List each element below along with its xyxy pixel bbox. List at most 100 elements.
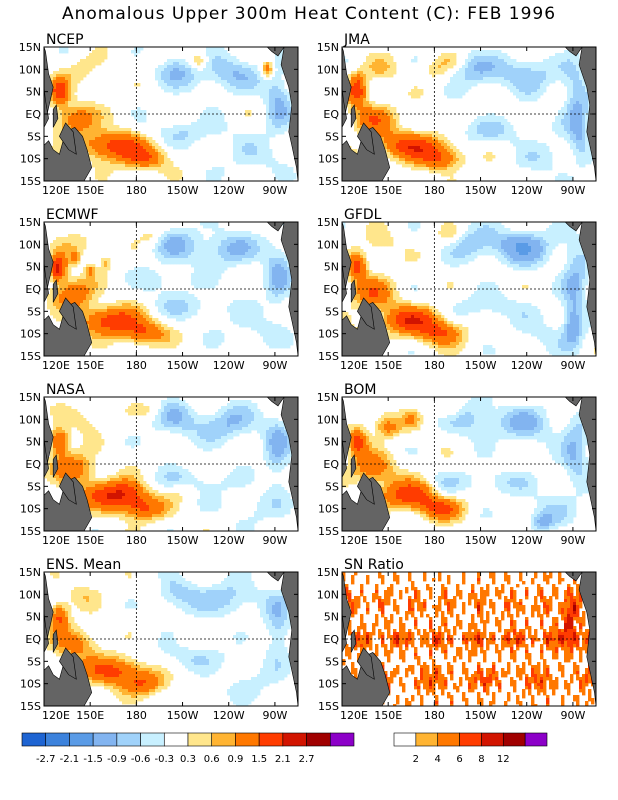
field-shading [342, 222, 597, 357]
lat-tick-label: 5S [325, 655, 339, 668]
land-mass [565, 572, 582, 581]
lat-tick-label: 5S [27, 305, 41, 318]
colorbar-swatch [117, 733, 141, 746]
lon-tick-label: 180 [126, 709, 147, 722]
lat-tick-label: 10N [19, 413, 41, 426]
panel-title: GFDL [344, 207, 382, 223]
colorbar-label: -0.9 [107, 754, 127, 765]
lon-tick-label: 120E [340, 359, 368, 372]
colorbar-label: 12 [497, 754, 510, 765]
lon-tick-label: 150W [167, 534, 199, 547]
lat-tick-label: 15S [20, 525, 41, 538]
colorbar-label: 6 [456, 754, 462, 765]
colorbar-label: 2 [413, 754, 419, 765]
lat-tick-label: EQ [25, 633, 41, 646]
lon-tick-label: 90W [560, 709, 585, 722]
lat-tick-label: 5S [325, 130, 339, 143]
lon-tick-label: 90W [262, 359, 287, 372]
lon-tick-label: 90W [262, 534, 287, 547]
colorbar-swatch [164, 733, 188, 746]
land-mass [267, 572, 284, 581]
colorbar-label: -1.5 [83, 754, 103, 765]
lat-tick-label: 15S [318, 175, 339, 188]
lat-tick-label: EQ [323, 283, 339, 296]
lat-tick-label: 5S [27, 130, 41, 143]
colorbar-swatch [259, 733, 283, 746]
colorbar-swatch [416, 733, 438, 746]
colorbar-swatch [141, 733, 165, 746]
lat-tick-label: 15N [317, 216, 339, 229]
lon-tick-label: 150W [465, 709, 497, 722]
land-mass [565, 397, 582, 406]
lon-tick-label: 120W [213, 709, 245, 722]
colorbar-swatch [503, 733, 525, 746]
lat-tick-label: 10S [20, 328, 41, 341]
lon-tick-label: 120E [42, 709, 70, 722]
colorbar-label: 2.7 [299, 754, 315, 765]
lat-tick-label: 5N [324, 611, 339, 624]
lon-tick-label: 150W [465, 184, 497, 197]
lon-tick-label: 180 [126, 359, 147, 372]
colorbar-swatch [330, 733, 354, 746]
lon-tick-label: 120E [42, 359, 70, 372]
field-shading [44, 47, 299, 182]
colorbar-label: -0.3 [155, 754, 175, 765]
lat-tick-label: 15N [317, 391, 339, 404]
lon-tick-label: 90W [560, 534, 585, 547]
field-shading [44, 397, 298, 532]
lat-tick-label: EQ [25, 283, 41, 296]
lat-tick-label: 5N [324, 86, 339, 99]
lat-tick-label: 10S [20, 678, 41, 691]
land-mass [267, 397, 284, 406]
lat-tick-label: 15N [317, 41, 339, 54]
colorbar-swatch [93, 733, 117, 746]
lat-tick-label: 15N [19, 41, 41, 54]
lat-tick-label: 5N [26, 86, 41, 99]
lat-tick-label: 5N [26, 611, 41, 624]
lat-tick-label: 15S [20, 350, 41, 363]
lat-tick-label: EQ [25, 108, 41, 121]
colorbar-swatch [69, 733, 93, 746]
lat-tick-label: 5N [26, 261, 41, 274]
field-shading [44, 572, 298, 707]
colorbar-swatch [525, 733, 547, 746]
colorbar-label: 1.5 [251, 754, 267, 765]
colorbar-label: -2.1 [60, 754, 80, 765]
lon-tick-label: 180 [126, 184, 147, 197]
lat-tick-label: 5S [325, 305, 339, 318]
lat-tick-label: 10N [317, 238, 339, 251]
lon-tick-label: 180 [424, 534, 445, 547]
lat-tick-label: 15S [318, 700, 339, 713]
lat-tick-label: 10N [317, 63, 339, 76]
field-shading [44, 222, 298, 357]
colorbar-swatch [394, 733, 416, 746]
lon-tick-label: 150E [76, 184, 104, 197]
lon-tick-label: 120W [213, 184, 245, 197]
panel-title: ENS. Mean [46, 557, 121, 573]
lon-tick-label: 90W [560, 184, 585, 197]
lat-tick-label: 10N [317, 588, 339, 601]
lon-tick-label: 120W [511, 534, 543, 547]
lon-tick-label: 120W [511, 359, 543, 372]
lon-tick-label: 120W [213, 359, 245, 372]
colorbar-swatch [235, 733, 259, 746]
lat-tick-label: 5N [324, 261, 339, 274]
lon-tick-label: 150E [374, 709, 402, 722]
colorbar-swatch [212, 733, 236, 746]
field-shading [342, 47, 597, 182]
lat-tick-label: 15S [318, 525, 339, 538]
lat-tick-label: 10S [318, 328, 339, 341]
panel-title: ECMWF [46, 207, 99, 223]
colorbar-label: 0.9 [227, 754, 243, 765]
lon-tick-label: 180 [424, 709, 445, 722]
lat-tick-label: 10S [20, 153, 41, 166]
lat-tick-label: 15N [19, 216, 41, 229]
lon-tick-label: 150W [167, 359, 199, 372]
lon-tick-label: 150E [76, 709, 104, 722]
lon-tick-label: 180 [424, 184, 445, 197]
